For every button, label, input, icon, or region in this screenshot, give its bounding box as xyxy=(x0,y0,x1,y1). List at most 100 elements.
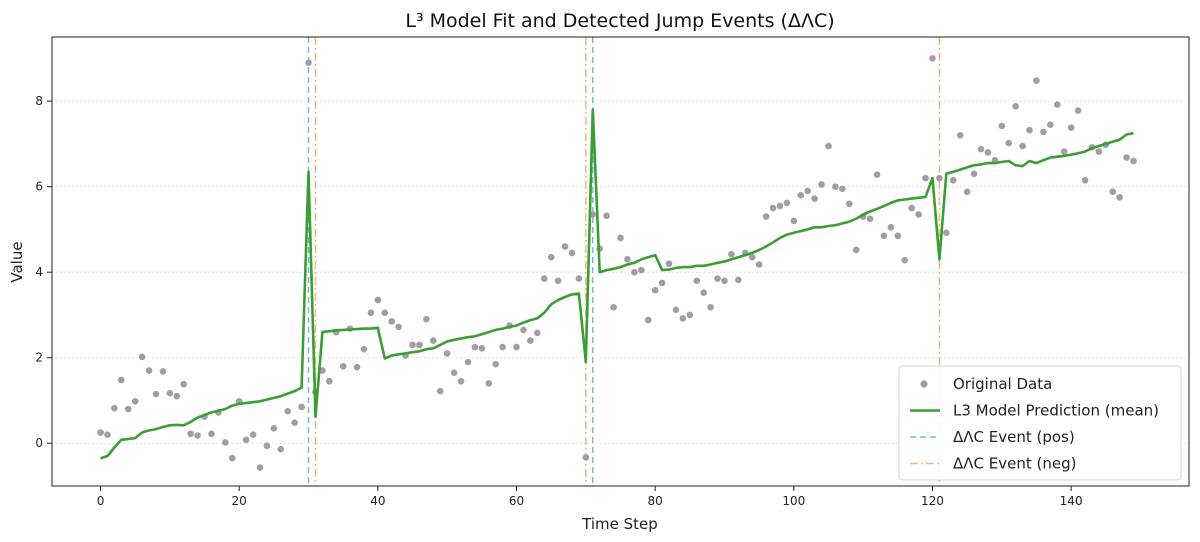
data-point xyxy=(603,212,610,220)
x-axis-label: Time Step xyxy=(581,515,658,533)
data-point xyxy=(693,277,701,285)
data-point xyxy=(464,358,472,366)
data-point xyxy=(1026,126,1033,134)
data-point xyxy=(1116,194,1123,201)
x-tick-label: 140 xyxy=(1060,494,1083,508)
data-point xyxy=(769,204,777,212)
data-point xyxy=(249,431,257,438)
data-point xyxy=(852,246,860,254)
data-point xyxy=(866,215,874,223)
data-point xyxy=(263,442,271,450)
x-tick-label: 0 xyxy=(97,494,105,508)
data-point xyxy=(395,323,402,331)
data-point xyxy=(963,188,971,196)
data-point xyxy=(624,256,631,263)
data-point xyxy=(1074,107,1082,114)
data-point xyxy=(131,398,139,405)
gridlines xyxy=(52,100,1189,444)
data-point xyxy=(104,431,111,438)
y-tick-label: 0 xyxy=(35,436,43,450)
data-point xyxy=(672,306,680,314)
data-point xyxy=(520,326,527,334)
data-point xyxy=(194,432,201,439)
data-point xyxy=(735,276,742,284)
y-tick-label: 4 xyxy=(35,265,43,279)
data-point xyxy=(811,195,818,202)
data-point xyxy=(929,55,936,62)
data-point xyxy=(450,369,458,376)
data-point xyxy=(922,174,929,182)
data-point xyxy=(360,345,368,353)
data-point xyxy=(1130,157,1137,165)
data-point xyxy=(284,407,292,415)
data-point xyxy=(561,243,569,250)
data-point xyxy=(818,181,825,188)
data-point xyxy=(1109,188,1117,196)
data-point xyxy=(755,261,763,268)
data-point xyxy=(270,424,278,432)
data-point xyxy=(832,183,839,190)
data-point xyxy=(721,277,728,285)
data-point xyxy=(527,337,534,344)
data-point xyxy=(1012,102,1019,110)
data-point xyxy=(873,171,881,178)
data-point xyxy=(242,436,250,444)
data-point xyxy=(1060,148,1068,155)
data-point xyxy=(152,390,160,398)
data-point xyxy=(943,229,950,237)
data-point xyxy=(825,142,832,150)
y-axis-label: Value xyxy=(8,241,26,282)
data-point xyxy=(776,202,784,210)
data-point xyxy=(797,191,805,199)
data-point xyxy=(423,315,430,323)
data-point xyxy=(936,174,943,182)
data-point xyxy=(977,145,985,153)
data-point xyxy=(124,405,132,413)
data-point xyxy=(367,309,375,317)
data-point xyxy=(430,337,437,344)
chart-title: L³ Model Fit and Detected Jump Events (Δ… xyxy=(405,10,834,32)
data-point xyxy=(499,343,506,351)
data-point xyxy=(111,404,118,412)
data-point xyxy=(651,286,659,294)
data-point xyxy=(305,59,312,66)
legend-label: ΔΛC Event (neg) xyxy=(953,455,1076,473)
data-point xyxy=(1040,128,1047,136)
data-point xyxy=(998,122,1006,130)
data-point xyxy=(894,232,902,240)
data-point xyxy=(644,316,652,324)
data-point xyxy=(554,277,562,285)
y-axis-ticks: 0 2 4 6 8 xyxy=(35,94,52,450)
data-point xyxy=(319,367,326,374)
data-point xyxy=(416,341,423,349)
data-point xyxy=(374,296,382,304)
data-point xyxy=(159,368,167,375)
data-point xyxy=(984,149,992,156)
data-point xyxy=(277,445,285,453)
data-point xyxy=(1081,176,1089,184)
data-point xyxy=(1053,101,1061,108)
prediction-series xyxy=(100,108,1134,460)
legend-label: Original Data xyxy=(953,375,1052,393)
data-point xyxy=(887,223,895,231)
y-tick-label: 8 xyxy=(35,94,43,108)
x-tick-label: 20 xyxy=(232,494,247,508)
data-point xyxy=(728,250,735,258)
data-point xyxy=(409,341,416,349)
data-point xyxy=(610,303,617,311)
data-point xyxy=(97,429,104,436)
x-tick-label: 100 xyxy=(782,494,805,508)
data-point xyxy=(353,363,361,371)
data-point xyxy=(138,353,146,361)
legend-box xyxy=(898,365,1182,481)
data-point xyxy=(513,343,520,351)
data-point xyxy=(582,454,590,461)
data-point xyxy=(1047,121,1054,128)
data-point xyxy=(783,199,791,207)
data-point xyxy=(228,454,236,462)
data-point xyxy=(679,315,687,322)
data-point xyxy=(298,403,305,411)
data-point xyxy=(707,303,714,311)
data-point xyxy=(637,266,645,274)
data-point xyxy=(700,289,707,297)
